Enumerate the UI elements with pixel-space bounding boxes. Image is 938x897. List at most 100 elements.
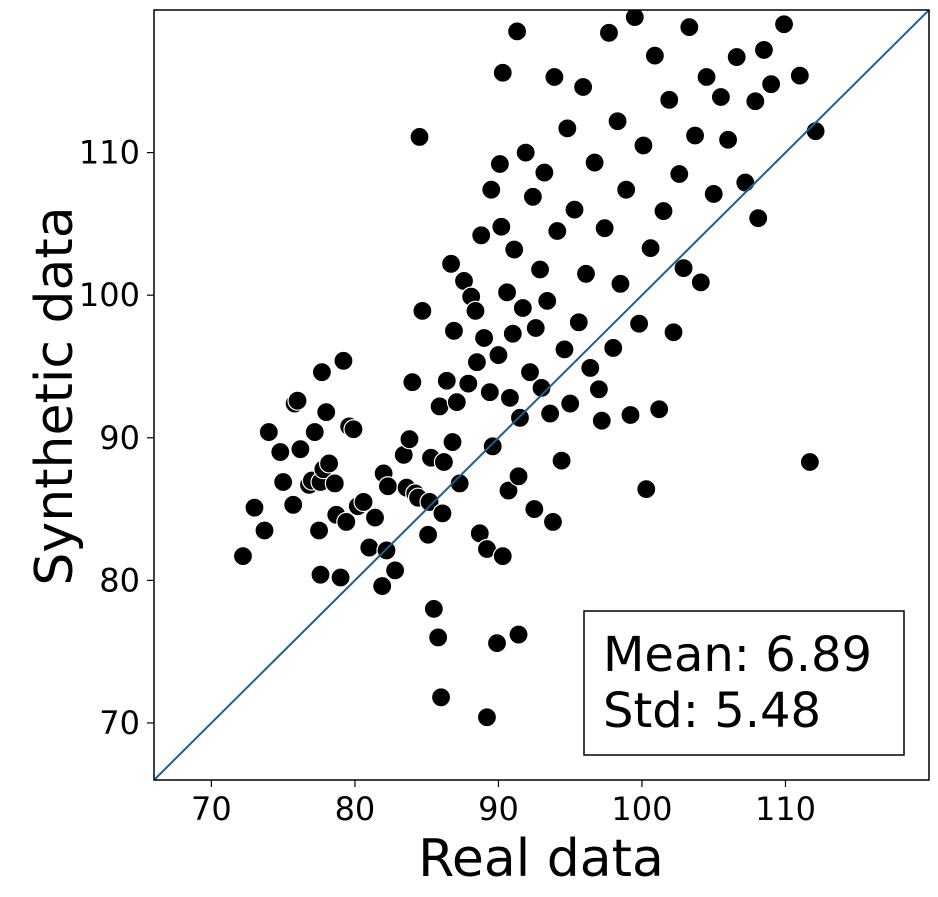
data-point bbox=[479, 382, 500, 403]
data-point bbox=[412, 300, 433, 321]
data-point bbox=[324, 473, 345, 494]
data-point bbox=[465, 300, 486, 321]
data-point bbox=[499, 387, 521, 408]
data-point bbox=[624, 10, 645, 28]
data-point bbox=[560, 393, 581, 414]
data-point bbox=[805, 121, 826, 142]
data-point bbox=[508, 624, 529, 645]
data-point bbox=[429, 396, 450, 417]
data-point bbox=[515, 142, 536, 163]
x-tick-label: 100 bbox=[611, 790, 672, 828]
data-point bbox=[573, 76, 594, 98]
data-point bbox=[547, 220, 568, 242]
data-point bbox=[753, 39, 775, 61]
data-point bbox=[696, 66, 717, 88]
data-point bbox=[428, 627, 449, 648]
data-point bbox=[316, 402, 337, 423]
y-tick-label: 90 bbox=[99, 419, 140, 457]
data-point bbox=[584, 152, 605, 173]
data-point bbox=[679, 17, 700, 38]
data-point bbox=[446, 392, 467, 413]
identity-line bbox=[154, 10, 929, 780]
data-point bbox=[594, 218, 615, 239]
data-point bbox=[717, 129, 739, 150]
data-point bbox=[636, 479, 657, 500]
data-point bbox=[343, 419, 364, 440]
y-tick-label: 110 bbox=[79, 134, 140, 172]
data-point bbox=[430, 687, 452, 708]
data-point bbox=[735, 172, 756, 193]
data-point bbox=[610, 273, 631, 294]
data-point bbox=[489, 153, 510, 175]
stats-std-label: Std: 5.48 bbox=[603, 683, 821, 739]
data-point bbox=[310, 564, 331, 585]
data-point bbox=[534, 162, 555, 183]
data-point bbox=[745, 91, 766, 112]
data-point bbox=[620, 404, 641, 426]
data-point bbox=[287, 390, 308, 411]
data-point bbox=[508, 466, 529, 487]
data-point bbox=[663, 322, 684, 343]
plot-frame bbox=[153, 9, 930, 781]
data-point bbox=[270, 441, 291, 463]
data-point bbox=[529, 259, 551, 280]
data-point bbox=[591, 410, 612, 431]
data-point bbox=[531, 377, 552, 398]
data-point bbox=[525, 317, 546, 339]
data-point bbox=[761, 74, 782, 95]
data-point bbox=[498, 480, 519, 501]
data-point bbox=[519, 362, 541, 383]
data-point bbox=[789, 65, 810, 86]
x-axis-label: Real data bbox=[418, 829, 664, 889]
data-point bbox=[649, 399, 670, 420]
y-axis: 70 80 90 100 110 bbox=[79, 134, 154, 742]
data-point bbox=[273, 471, 294, 493]
data-point bbox=[304, 421, 325, 443]
data-point bbox=[359, 537, 380, 558]
data-point bbox=[669, 163, 690, 185]
data-point bbox=[554, 339, 575, 360]
points-layer bbox=[232, 10, 826, 728]
data-point bbox=[640, 238, 661, 259]
data-point bbox=[710, 86, 731, 108]
data-point bbox=[409, 126, 430, 148]
data-point bbox=[557, 118, 578, 139]
data-point bbox=[507, 21, 528, 42]
data-point bbox=[399, 429, 420, 450]
data-point bbox=[644, 45, 665, 66]
data-point bbox=[568, 312, 589, 333]
data-point bbox=[311, 362, 333, 383]
stats-mean-label: Mean: 6.89 bbox=[603, 627, 872, 683]
data-point bbox=[488, 344, 509, 366]
data-point bbox=[372, 575, 393, 597]
y-tick-label: 100 bbox=[79, 276, 140, 314]
x-tick-label: 80 bbox=[335, 790, 376, 828]
data-point bbox=[628, 313, 650, 334]
x-tick-label: 90 bbox=[478, 790, 519, 828]
data-point bbox=[633, 135, 654, 156]
data-point bbox=[318, 453, 340, 474]
data-point bbox=[492, 62, 513, 83]
data-point bbox=[254, 520, 275, 541]
data-point bbox=[726, 46, 747, 68]
data-point bbox=[244, 497, 265, 518]
data-point bbox=[504, 239, 525, 260]
data-point bbox=[540, 403, 561, 424]
data-point bbox=[486, 633, 508, 654]
data-point bbox=[290, 439, 311, 460]
data-point bbox=[377, 476, 399, 497]
data-point bbox=[616, 179, 637, 200]
data-point bbox=[524, 498, 545, 520]
data-point bbox=[481, 179, 502, 200]
data-point bbox=[522, 186, 543, 207]
data-point bbox=[436, 370, 457, 391]
stats-box-frame bbox=[583, 610, 905, 756]
data-point bbox=[419, 491, 440, 513]
data-point bbox=[491, 216, 512, 237]
data-point bbox=[336, 511, 357, 533]
data-point bbox=[684, 125, 706, 146]
data-point bbox=[433, 451, 455, 473]
data-point bbox=[353, 491, 374, 513]
data-point bbox=[418, 524, 439, 545]
